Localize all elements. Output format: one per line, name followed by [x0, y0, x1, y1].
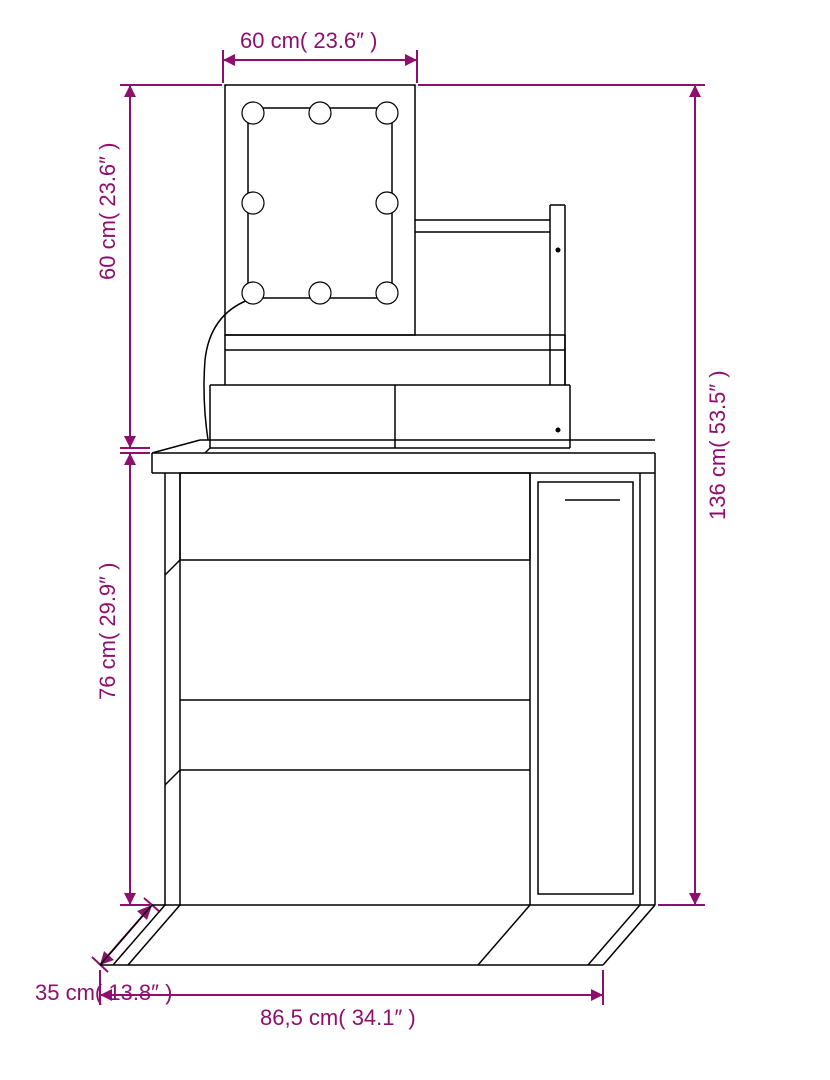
led-bulbs	[242, 102, 398, 304]
dim-table-height: 76 cm( 29.9″ )	[95, 453, 150, 905]
dimension-diagram: 60 cm( 23.6″ ) 60 cm( 23.6″ ) 76 cm( 29.…	[0, 0, 830, 1080]
dim-top-width-label: 60 cm( 23.6″ )	[240, 28, 377, 53]
dim-bottom-width: 86,5 cm( 34.1″ )	[100, 970, 603, 1030]
furniture-drawing	[100, 85, 655, 965]
dim-total-height-label: 136 cm( 53.5″ )	[705, 370, 730, 520]
dim-top-width: 60 cm( 23.6″ )	[223, 28, 417, 83]
dim-bottom-width-label: 86,5 cm( 34.1″ )	[260, 1005, 416, 1030]
dim-mirror-height: 60 cm( 23.6″ )	[95, 85, 222, 448]
dim-depth: 35 cm( 13.8″ )	[35, 898, 172, 1005]
dim-depth-label: 35 cm( 13.8″ )	[35, 980, 172, 1005]
dim-mirror-height-label: 60 cm( 23.6″ )	[95, 143, 120, 280]
dim-table-height-label: 76 cm( 29.9″ )	[95, 563, 120, 700]
dim-total-height: 136 cm( 53.5″ )	[418, 85, 730, 905]
